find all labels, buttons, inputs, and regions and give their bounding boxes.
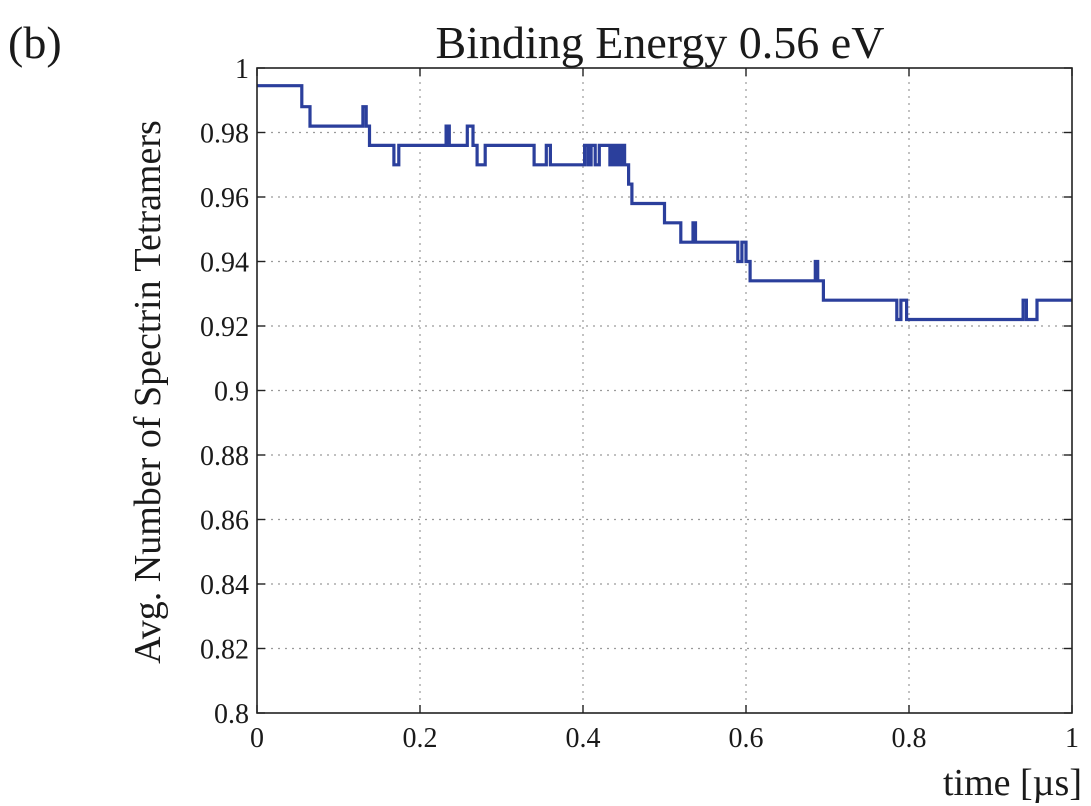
chart-title: Binding Energy 0.56 eV (436, 17, 885, 68)
x-tick-label: 0.2 (403, 723, 438, 754)
grid (257, 68, 1072, 713)
y-tick-label: 0.88 (200, 441, 249, 472)
x-tick-label: 1 (1065, 723, 1079, 754)
y-tick-label: 0.98 (200, 119, 249, 150)
y-tick-label: 1 (235, 54, 249, 85)
x-tick-label: 0.6 (729, 723, 764, 754)
x-tick-label: 0.8 (892, 723, 927, 754)
panel-label: (b) (8, 17, 62, 68)
y-tick-label: 0.86 (200, 506, 249, 537)
x-tick-label: 0 (250, 723, 264, 754)
y-tick-label: 0.92 (200, 312, 249, 343)
plot-frame (256, 67, 1073, 714)
y-tick-label: 0.94 (200, 248, 249, 279)
y-tick-label: 0.96 (200, 183, 249, 214)
y-tick-label: 0.8 (214, 699, 249, 730)
series-group (257, 84, 1072, 322)
x-tick-label: 0.4 (566, 723, 601, 754)
x-axis-label: time [µs] (943, 762, 1082, 804)
y-tick-label: 0.84 (200, 570, 249, 601)
y-tick-label: 0.9 (214, 377, 249, 408)
y-tick-label: 0.82 (200, 635, 249, 666)
series-line (257, 84, 1072, 322)
y-axis-label: Avg. Number of Spectrin Tetramers (127, 120, 169, 664)
axis-ticks: 0 0.2 0.4 0.6 0.8 1 0.8 0.82 0.84 0.86 0.88 0.9 0.92… (200, 54, 1079, 754)
